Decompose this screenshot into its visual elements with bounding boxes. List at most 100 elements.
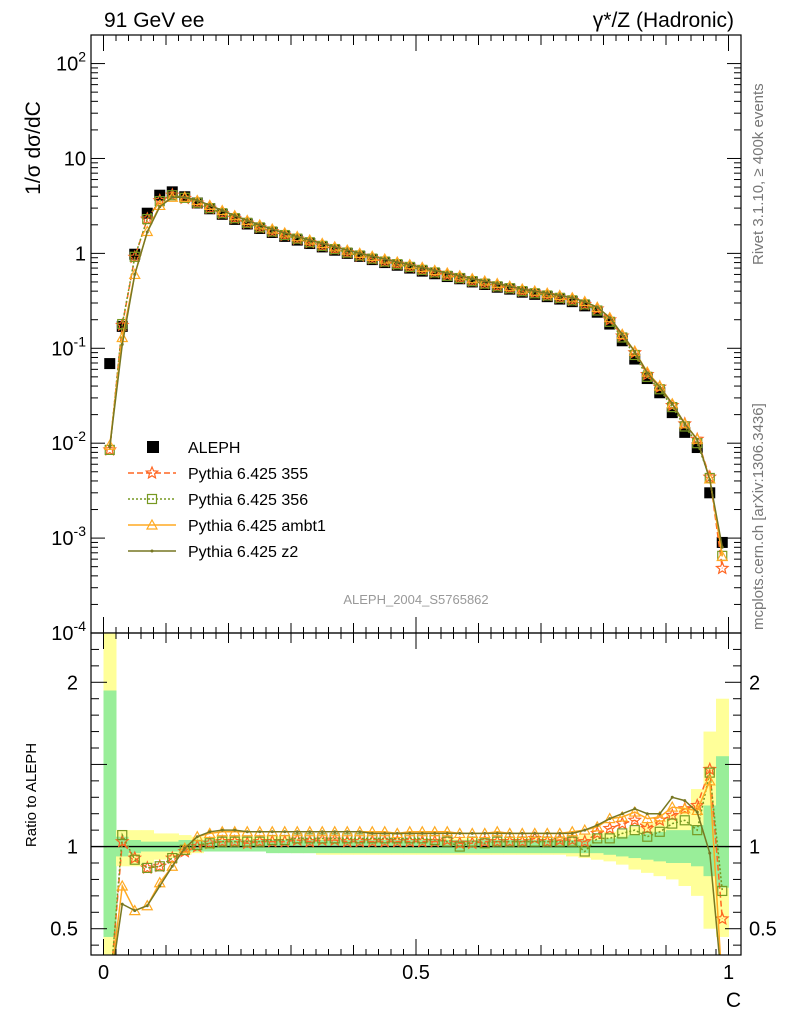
legend-label: Pythia 6.425 356: [188, 492, 308, 509]
z2-point: [483, 279, 487, 283]
legend-item: Pythia 6.425 z2: [128, 544, 298, 561]
p356-ratio-point: [617, 828, 628, 839]
ambt1-point: [666, 397, 679, 409]
p356-ratio-point: [579, 846, 590, 857]
p356-ratio-point: [167, 852, 178, 864]
aleph-point: [466, 276, 478, 288]
z2-ratio-point: [133, 909, 137, 913]
aleph-point: [454, 273, 466, 285]
z2-ratio-point: [345, 830, 349, 834]
p356-ratio-point: [692, 825, 703, 836]
legend-marker-ambt1: [145, 518, 159, 530]
p356-ratio-point: [667, 818, 678, 829]
z2-ratio-point: [245, 830, 249, 834]
y-tick-label: 10-3: [51, 523, 86, 550]
p355-ratio-line: [112, 769, 724, 955]
z2-ratio-point: [558, 831, 562, 835]
legend-label: Pythia 6.425 ambt1: [188, 518, 326, 535]
p356-ratio-point: [254, 836, 265, 847]
band-inner: [691, 825, 704, 867]
aleph-point: [604, 318, 616, 330]
y-tick-label: 10: [64, 148, 86, 170]
aleph-point: [391, 259, 403, 271]
band-inner: [103, 690, 117, 937]
p356-ratio-point: [492, 836, 503, 847]
z2-ratio-point: [370, 831, 374, 835]
z2-point: [570, 296, 574, 300]
legend-label: ALEPH: [188, 440, 240, 457]
p356-ratio-point: [704, 767, 715, 778]
z2-ratio-point: [633, 807, 637, 811]
x-tick-label: 1: [723, 962, 734, 984]
z2-ratio-point: [620, 812, 624, 816]
p356-ratio-point: [292, 833, 303, 844]
ambt1-point: [603, 311, 616, 323]
z2-point: [683, 422, 687, 426]
z2-point: [583, 300, 587, 304]
p355-ratio-point: [689, 797, 705, 812]
z2-point: [470, 277, 474, 281]
z2-point: [545, 291, 549, 295]
z2-ratio-point: [158, 884, 162, 888]
y-tick-label: 102: [56, 49, 86, 76]
y-axis-label: 1/σ dσ/dC: [22, 101, 45, 195]
z2-point: [133, 272, 137, 276]
ratio-plot-area: [104, 761, 730, 996]
z2-ratio-point: [295, 830, 299, 834]
p356-ratio-point: [105, 987, 114, 996]
ratio-y-tick-label: 0.5: [50, 919, 78, 941]
p355-ratio-point: [639, 820, 655, 835]
rivet-version-label: Rivet 3.1.10, ≥ 400k events: [750, 83, 767, 265]
z2-point: [708, 478, 712, 482]
aleph-point: [666, 407, 678, 419]
ambt1-ratio-point: [216, 825, 229, 837]
band-inner: [716, 756, 729, 888]
x-axis-label: C: [726, 989, 741, 1012]
z2-point: [408, 263, 412, 267]
ambt1-ratio-point: [105, 983, 115, 992]
aleph-point: [104, 358, 116, 370]
p356-point: [142, 213, 153, 225]
ambt1-ratio-point: [116, 879, 129, 891]
aleph-point: [479, 278, 491, 290]
p356-ratio-point: [592, 833, 603, 844]
ambt1-ratio-point: [428, 825, 441, 837]
y-tick-label: 1: [75, 243, 86, 265]
z2-point: [170, 195, 174, 199]
z2-ratio-point: [433, 831, 437, 835]
z2-point: [158, 205, 162, 209]
z2-point: [458, 274, 462, 278]
z2-ratio-point: [470, 831, 474, 835]
z2-point: [558, 293, 562, 297]
z2-point: [433, 269, 437, 273]
legend-item: Pythia 6.425 355: [128, 465, 308, 483]
ambt1-ratio-point: [641, 812, 654, 824]
p356-ratio-point: [654, 826, 665, 837]
aleph-point: [316, 241, 328, 253]
p355-ratio-point: [677, 801, 693, 815]
aleph-point: [541, 291, 553, 303]
z2-point: [108, 445, 112, 449]
ambt1-ratio-point: [666, 800, 679, 812]
ambt1-ratio-point: [166, 860, 179, 871]
p355-ratio-point: [627, 812, 643, 827]
p355-ratio-point: [104, 985, 116, 996]
aleph-point: [704, 487, 716, 499]
z2-point: [283, 231, 287, 235]
p356-ratio-point: [354, 833, 365, 844]
y-tick-label: 10-1: [51, 333, 86, 360]
z2-ratio-point: [683, 799, 687, 803]
p355-line: [109, 194, 724, 569]
z2-point: [658, 385, 662, 389]
z2-point: [345, 248, 349, 252]
z2-point: [508, 284, 512, 288]
p356-ratio-point: [479, 838, 490, 849]
z2-ratio-point: [445, 831, 449, 835]
p356-ratio-point: [217, 836, 228, 847]
mcplots-label: mcplots.cern.ch [arXiv:1306.3436]: [750, 403, 767, 630]
z2-point: [208, 203, 212, 207]
p355-ratio-point: [577, 833, 593, 848]
aleph-point: [429, 268, 441, 280]
aleph-point: [716, 536, 728, 548]
z2-point: [195, 198, 199, 202]
